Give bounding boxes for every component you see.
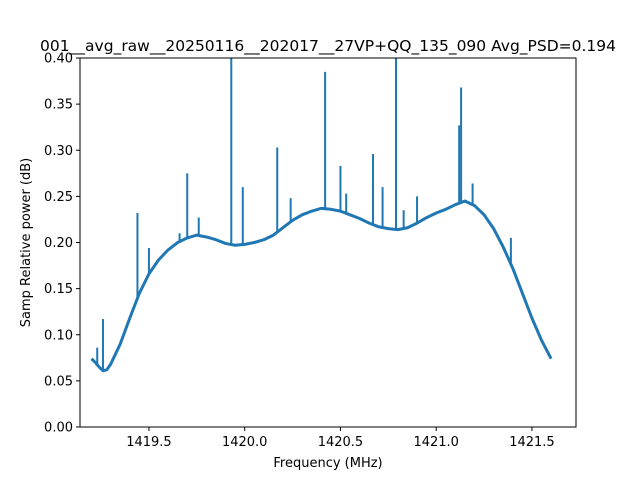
- x-axis-label: Frequency (MHz): [273, 456, 382, 471]
- x-tick-label: 1419.5: [126, 435, 172, 450]
- y-tick-label: 0.20: [44, 236, 73, 251]
- chart-title: 001__avg_raw__20250116__202017__27VP+QQ_…: [40, 37, 616, 56]
- x-tick-label: 1420.5: [318, 435, 364, 450]
- y-tick-label: 0.30: [44, 144, 73, 159]
- spectrum-line: [90, 199, 553, 373]
- plot-area: [90, 58, 553, 373]
- y-tick-label: 0.05: [44, 374, 73, 389]
- x-tick-label: 1420.0: [222, 435, 268, 450]
- y-tick-label: 0.10: [44, 328, 73, 343]
- y-tick-label: 0.40: [44, 52, 73, 67]
- y-tick-label: 0.25: [44, 190, 73, 205]
- x-tick-label: 1421.5: [509, 435, 555, 450]
- y-tick-label: 0.35: [44, 98, 73, 113]
- y-axis: 0.00 0.05 0.10 0.15 0.20 0.25 0.30 0.35 0.40: [44, 52, 80, 436]
- y-axis-label: Samp Relative power (dB): [19, 158, 34, 327]
- x-axis: 1419.5 1420.0 1420.5 1421.0 1421.5: [126, 427, 555, 450]
- y-tick-label: 0.00: [44, 421, 73, 436]
- x-tick-label: 1421.0: [413, 435, 459, 450]
- y-tick-label: 0.15: [44, 282, 73, 297]
